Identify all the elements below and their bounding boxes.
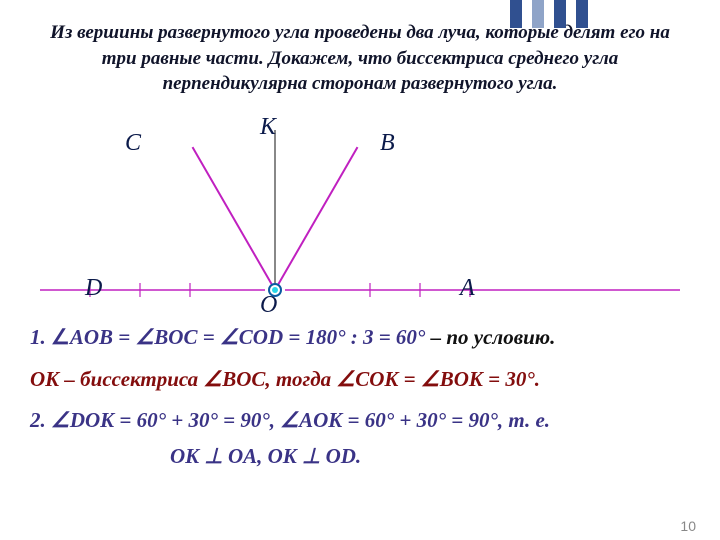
problem-statement: Из вершины развернутого угла проведены д… [0,20,720,97]
proof-line-1: 1. ∠AOB = ∠BOC = ∠COD = 180° : 3 = 60° –… [30,320,690,356]
page-number: 10 [680,518,696,534]
proof-line-3: 2. ∠DOK = 60° + 30° = 90°, ∠AOK = 60° + … [30,403,690,474]
proof-1-prefix: 1. [30,325,51,349]
proof-line-2: OK – биссектриса ∠BOC, тогда ∠COK = ∠BOK… [30,362,690,398]
proof-1-eq: AOB = ∠BOC = ∠COD = 180° : 3 = 60° [70,325,426,349]
proof-3a: 2. ∠DOK = 60° + 30° = 90°, ∠AOK = 60° + … [30,403,690,439]
label-K: K [260,114,276,141]
label-B: B [380,130,395,157]
angle-icon: ∠ [51,325,70,349]
proof-3b: OK ⊥ OA, OK ⊥ OD. [30,439,690,475]
label-O: O [260,292,277,319]
angle-diagram: C K B D O A [30,120,690,310]
label-C: C [125,130,141,157]
proof-1-suffix: – по условию. [425,325,555,349]
label-A: A [460,275,475,302]
proof-block: 1. ∠AOB = ∠BOC = ∠COD = 180° : 3 = 60° –… [30,320,690,475]
label-D: D [85,275,102,302]
